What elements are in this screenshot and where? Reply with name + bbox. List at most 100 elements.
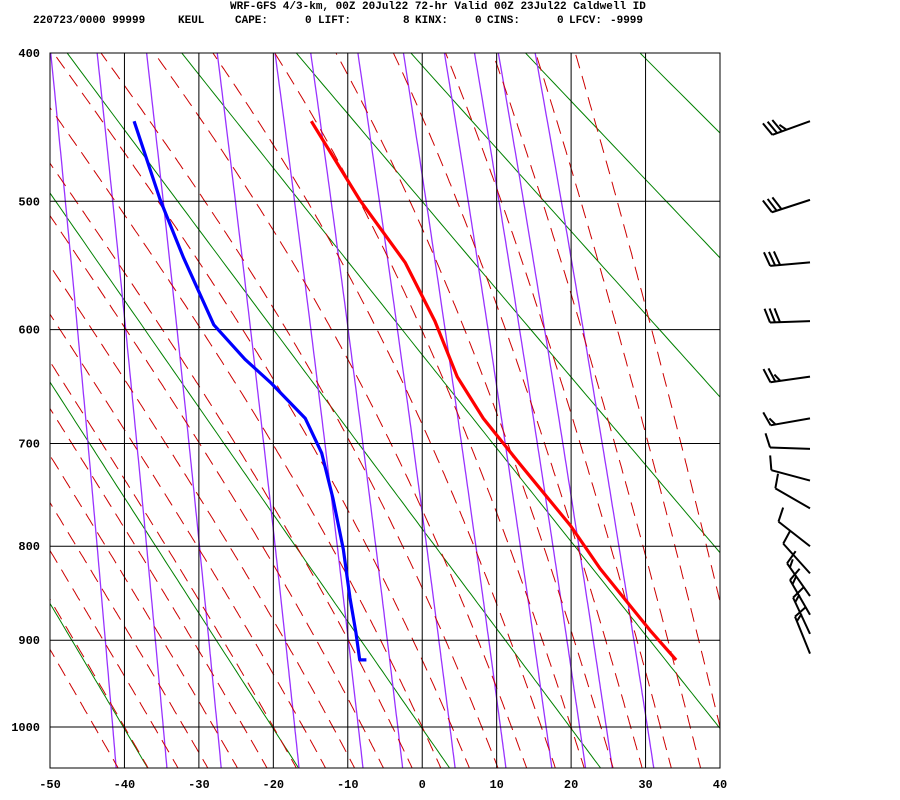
- mixing-ratio-line: [357, 53, 456, 768]
- wind-barb: [763, 251, 811, 267]
- wind-barb: [762, 196, 811, 214]
- barb-half: [778, 124, 788, 131]
- x-tick-label: -20: [263, 778, 285, 792]
- mixing-ratio-line: [50, 53, 117, 768]
- barb-shaft: [770, 417, 811, 427]
- barb-full: [762, 199, 773, 213]
- x-tick-label: 20: [564, 778, 578, 792]
- y-tick-label: 400: [18, 47, 40, 61]
- dry-adiabat: [50, 381, 300, 768]
- moist-adiabat: [50, 549, 179, 768]
- barb-shaft: [794, 616, 811, 655]
- barb-half: [773, 373, 782, 382]
- cins-value: 0: [557, 15, 564, 27]
- wind-barb: [769, 455, 811, 482]
- mixing-ratio-line: [402, 53, 507, 768]
- mixing-ratio-line: [274, 53, 364, 768]
- x-tick-label: 30: [638, 778, 652, 792]
- barb-full: [767, 367, 777, 383]
- moist-adiabat: [535, 53, 720, 730]
- barb-full: [763, 308, 771, 323]
- wind-barb: [763, 307, 811, 324]
- wind-barb: [786, 550, 811, 597]
- lfcv-value: -9999: [610, 15, 644, 27]
- barb-full: [764, 432, 771, 448]
- barb-shaft: [774, 487, 811, 510]
- moist-adiabat: [153, 53, 528, 768]
- moist-adiabat: [50, 360, 297, 768]
- barb-shaft: [769, 320, 811, 324]
- dry-adiabat: [181, 53, 720, 730]
- barb-shaft: [770, 375, 811, 384]
- dewpoint-line: [132, 120, 367, 662]
- mixing-ratio-line: [534, 53, 655, 768]
- barb-shaft: [782, 542, 811, 575]
- moist-adiabat: [50, 454, 239, 768]
- background-lines: [50, 28, 900, 772]
- wind-barb: [764, 432, 811, 450]
- y-tick-label: 700: [18, 437, 40, 451]
- wind-barb: [789, 568, 811, 616]
- barb-full: [792, 586, 805, 599]
- cins-label: CINS:: [487, 15, 521, 27]
- station-id: KEUL: [178, 15, 205, 27]
- mixing-ratio-line: [497, 53, 613, 768]
- moist-adiabat: [50, 501, 209, 768]
- moist-adiabat: [392, 53, 643, 768]
- barb-half: [791, 576, 797, 585]
- x-tick-label: -10: [337, 778, 359, 792]
- barb-shaft: [789, 579, 811, 616]
- barb-full: [777, 507, 785, 522]
- y-tick-label: 1000: [11, 721, 40, 735]
- lift-value: 8: [403, 15, 410, 27]
- barb-full: [771, 196, 783, 210]
- x-tick-label: 40: [713, 778, 727, 792]
- mixing-ratio-line: [216, 53, 300, 768]
- x-tick-label: -50: [39, 778, 61, 792]
- barb-shaft: [771, 469, 811, 482]
- moist-adiabat: [52, 53, 470, 768]
- barb-shaft: [792, 597, 811, 635]
- barb-full: [766, 121, 778, 134]
- wind-barb: [777, 507, 811, 548]
- wind-barb: [792, 586, 811, 635]
- barb-full: [773, 251, 782, 266]
- barb-full: [782, 530, 792, 545]
- wind-barb: [774, 473, 811, 510]
- barb-full: [763, 251, 772, 267]
- moist-adiabat: [492, 53, 702, 768]
- x-tick-label: -30: [188, 778, 210, 792]
- barb-full: [768, 308, 776, 323]
- barb-half: [768, 417, 777, 426]
- wind-barb: [762, 367, 811, 384]
- barb-full: [769, 455, 773, 471]
- barb-shaft: [771, 198, 811, 214]
- dry-adiabat: [66, 53, 602, 768]
- barb-half: [788, 558, 794, 568]
- moist-adiabat: [50, 313, 327, 768]
- mixing-ratio-line: [443, 53, 553, 768]
- barb-shaft: [770, 261, 811, 267]
- barb-full: [771, 119, 783, 133]
- mixing-ratio-line: [473, 53, 587, 768]
- barb-half: [796, 613, 803, 622]
- dry-adiabat: [729, 28, 900, 772]
- cape-label: CAPE:: [235, 15, 269, 27]
- kinx-label: KINX:: [415, 15, 449, 27]
- chart-title: WRF-GFS 4/3-km, 00Z 20Jul22 72-hr Valid …: [230, 1, 646, 13]
- barb-full: [786, 550, 797, 564]
- y-tick-label: 500: [18, 195, 40, 209]
- kinx-value: 0: [475, 15, 482, 27]
- dry-adiabat: [50, 602, 149, 768]
- datetime-id: 220723/0000 99999: [33, 15, 146, 27]
- moist-adiabat: [274, 53, 585, 768]
- barb-full: [766, 198, 778, 212]
- dry-adiabat: [50, 192, 451, 768]
- mixing-ratio-line: [145, 53, 222, 768]
- y-tick-label: 900: [18, 634, 40, 648]
- barb-full: [762, 368, 772, 383]
- wind-barb: [794, 605, 811, 655]
- barb-full: [789, 568, 801, 581]
